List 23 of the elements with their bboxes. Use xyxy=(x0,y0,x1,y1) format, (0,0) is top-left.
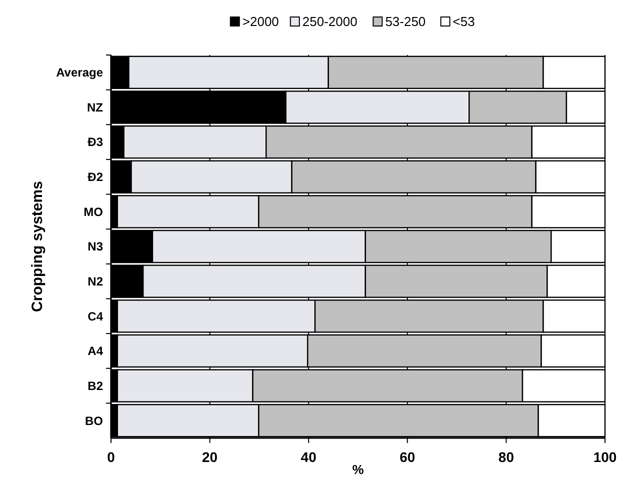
legend-label: <53 xyxy=(452,14,475,29)
y-tick-label: C4 xyxy=(88,309,104,324)
x-axis-title: % xyxy=(352,462,364,477)
x-tick-label: 60 xyxy=(400,449,416,465)
y-tick-label: N3 xyxy=(88,240,104,254)
y-tick-label: NZ xyxy=(87,100,103,114)
y-tick-label: Đ2 xyxy=(88,170,104,184)
y-tick-label: BO xyxy=(85,414,103,428)
x-tick-label: 20 xyxy=(202,449,218,465)
legend-label: >2000 xyxy=(242,14,279,29)
legend-label: 53-250 xyxy=(385,14,426,29)
y-tick-label: N2 xyxy=(88,274,104,289)
x-tick-label: 80 xyxy=(498,449,514,465)
legend-label: 250-2000 xyxy=(302,14,358,29)
x-tick-label: 40 xyxy=(300,449,317,465)
y-tick-label: Average xyxy=(56,66,104,80)
y-tick-label: Đ3 xyxy=(88,135,104,150)
x-tick-label: 100 xyxy=(593,449,617,465)
x-tick-label: 0 xyxy=(107,449,116,465)
y-tick-label: A4 xyxy=(88,344,104,358)
y-tick-label: MO xyxy=(84,204,103,219)
y-tick-label: B2 xyxy=(88,378,104,393)
y-axis-title: Cropping systems xyxy=(29,181,46,312)
